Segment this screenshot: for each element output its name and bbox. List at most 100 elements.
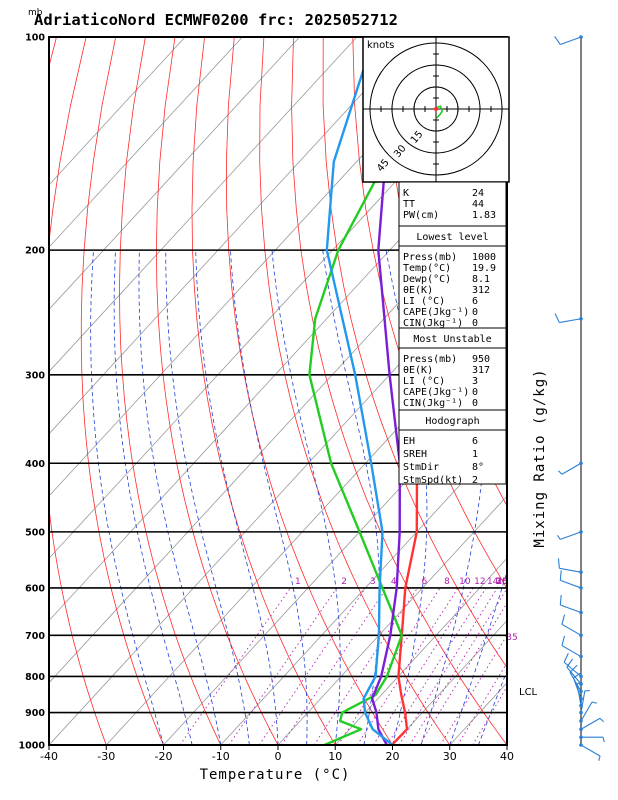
dry-adiabat-grid [49,37,507,745]
index-lowest-row-label: Dewp(°C) [403,274,451,285]
wind-barb-staff [580,690,586,713]
wind-barb-staff [580,717,601,730]
wind-barb-flag [554,36,561,45]
wind-barb-staff [559,567,582,573]
index-top-row-value: 44 [472,199,484,210]
index-box-lowest [398,225,507,329]
moist-adiabat-line [230,250,308,745]
index-unstable-row-label: LI (°C) [403,376,445,387]
wind-barb-flag [561,635,566,646]
mixing-ratio-line [419,602,507,745]
wind-barb-flag [563,652,569,663]
index-lowest-row-value: 0 [472,307,478,318]
dry-adiabat-line [225,37,393,745]
mixing-ratio-label: 30 [496,577,508,587]
index-lowest-row-label: CIN(Jkg⁻¹) [403,318,463,329]
wind-barb-flag [602,737,605,743]
index-unstable-row-label: Press(mb) [403,354,457,365]
wind-barb-staff [561,462,582,475]
moist-adiabat-line [322,250,380,745]
moist-adiabat-line [165,250,250,745]
index-unstable-row-value: 0 [472,398,478,409]
index-unstable-row-value: 0 [472,387,478,398]
temperature-tick-label: 40 [500,750,514,763]
index-unstable-row-label: CIN(Jkg⁻¹) [403,398,463,409]
index-hodo-row-value: 2 [472,475,478,486]
temperature-tick-label: -30 [97,750,115,763]
unit-mb: mb [28,8,43,18]
index-hodo-row-label: StmSpd(kt) [403,475,463,486]
moist-adiabat-line [195,250,279,745]
mixing-ratio-label: 20 [496,577,508,587]
moist-adiabat-line [113,250,193,745]
mixing-ratio-grid [179,587,507,745]
index-section-title-lowest: Lowest level [416,232,488,243]
mixing-ratio-label: 3 [370,577,376,587]
wind-barb-flag [559,595,562,606]
moist-adiabat-line [90,250,164,745]
index-hodo-row-label: StmDir [403,462,439,473]
dry-adiabat-line [291,37,507,745]
wind-barb-flag [561,614,566,625]
x-axis-label: Temperature (°C) [200,767,351,783]
mixing-ratio-label: 10 [459,577,471,587]
index-top-row-label: TT [403,199,415,210]
wind-barb-flag [591,701,597,704]
index-lowest-row-label: LI (°C) [403,296,445,307]
wind-barb-staff [566,666,582,685]
temperature-tick-label: 30 [443,750,457,763]
isotherm-line [392,619,507,745]
pressure-tick-label: 700 [25,631,45,642]
index-lowest-row-value: 6 [472,296,478,307]
isotherm-grid [49,37,507,745]
chart-title: AdriaticoNord ECMWF0200 frc: 2025052712 [34,11,398,29]
wind-barb-staff [560,579,582,589]
pressure-tick-label: 400 [25,459,45,470]
pressure-tick-label: 100 [25,33,45,44]
dry-adiabat-line [49,37,107,745]
wind-barb-flag [557,558,560,569]
isotherm-line [506,744,507,745]
index-lowest-row-label: Temp(°C) [403,263,451,274]
parcel-profile [371,37,416,745]
hodograph-origin [433,106,439,112]
index-hodo-row-value: 1 [472,449,478,460]
wind-barb-staff [561,645,582,658]
dewpoint-profile [308,37,473,745]
isotherm-line [49,37,358,373]
wind-barb-flag [557,534,561,540]
isotherm-line [49,37,186,186]
mixing-ratio-label: 18 [496,577,508,587]
index-hodo-row-label: EH [403,436,415,447]
isotherm-line [277,495,507,745]
pressure-tick-label: 300 [25,370,45,381]
isotherm-line [49,246,507,745]
isotherm-line [334,557,507,745]
moist-adiabat-line [138,250,222,745]
mixing-ratio-label: 25 [496,577,507,587]
mixing-ratio-label: 12 [474,577,485,587]
wind-barb-staff [580,744,601,757]
wind-barb-flag [599,717,604,723]
temperature-tick-label: 0 [275,750,282,763]
isotherm-line [49,37,243,248]
dry-adiabat-line [119,37,222,745]
pressure-tick-label: 800 [25,672,45,683]
index-lowest-row-label: CAPE(Jkg⁻¹) [403,307,469,318]
lcl-label: LCL [519,687,538,698]
mixing-ratio-line [457,661,507,745]
wind-barb-flag [598,755,601,761]
index-lowest-row-value: 8.1 [472,274,490,285]
wind-barb-flag [569,664,578,673]
mixing-ratio-label: 6 [422,577,428,587]
index-lowest-row-value: 0 [472,318,478,329]
mixing-ratio-line [398,587,498,745]
temperature-tick-label: -20 [155,750,173,763]
mixing-ratio-line [472,685,507,745]
isotherm-line [49,184,507,684]
index-unstable-row-value: 3 [472,376,478,387]
wind-barb-flag [554,313,560,323]
